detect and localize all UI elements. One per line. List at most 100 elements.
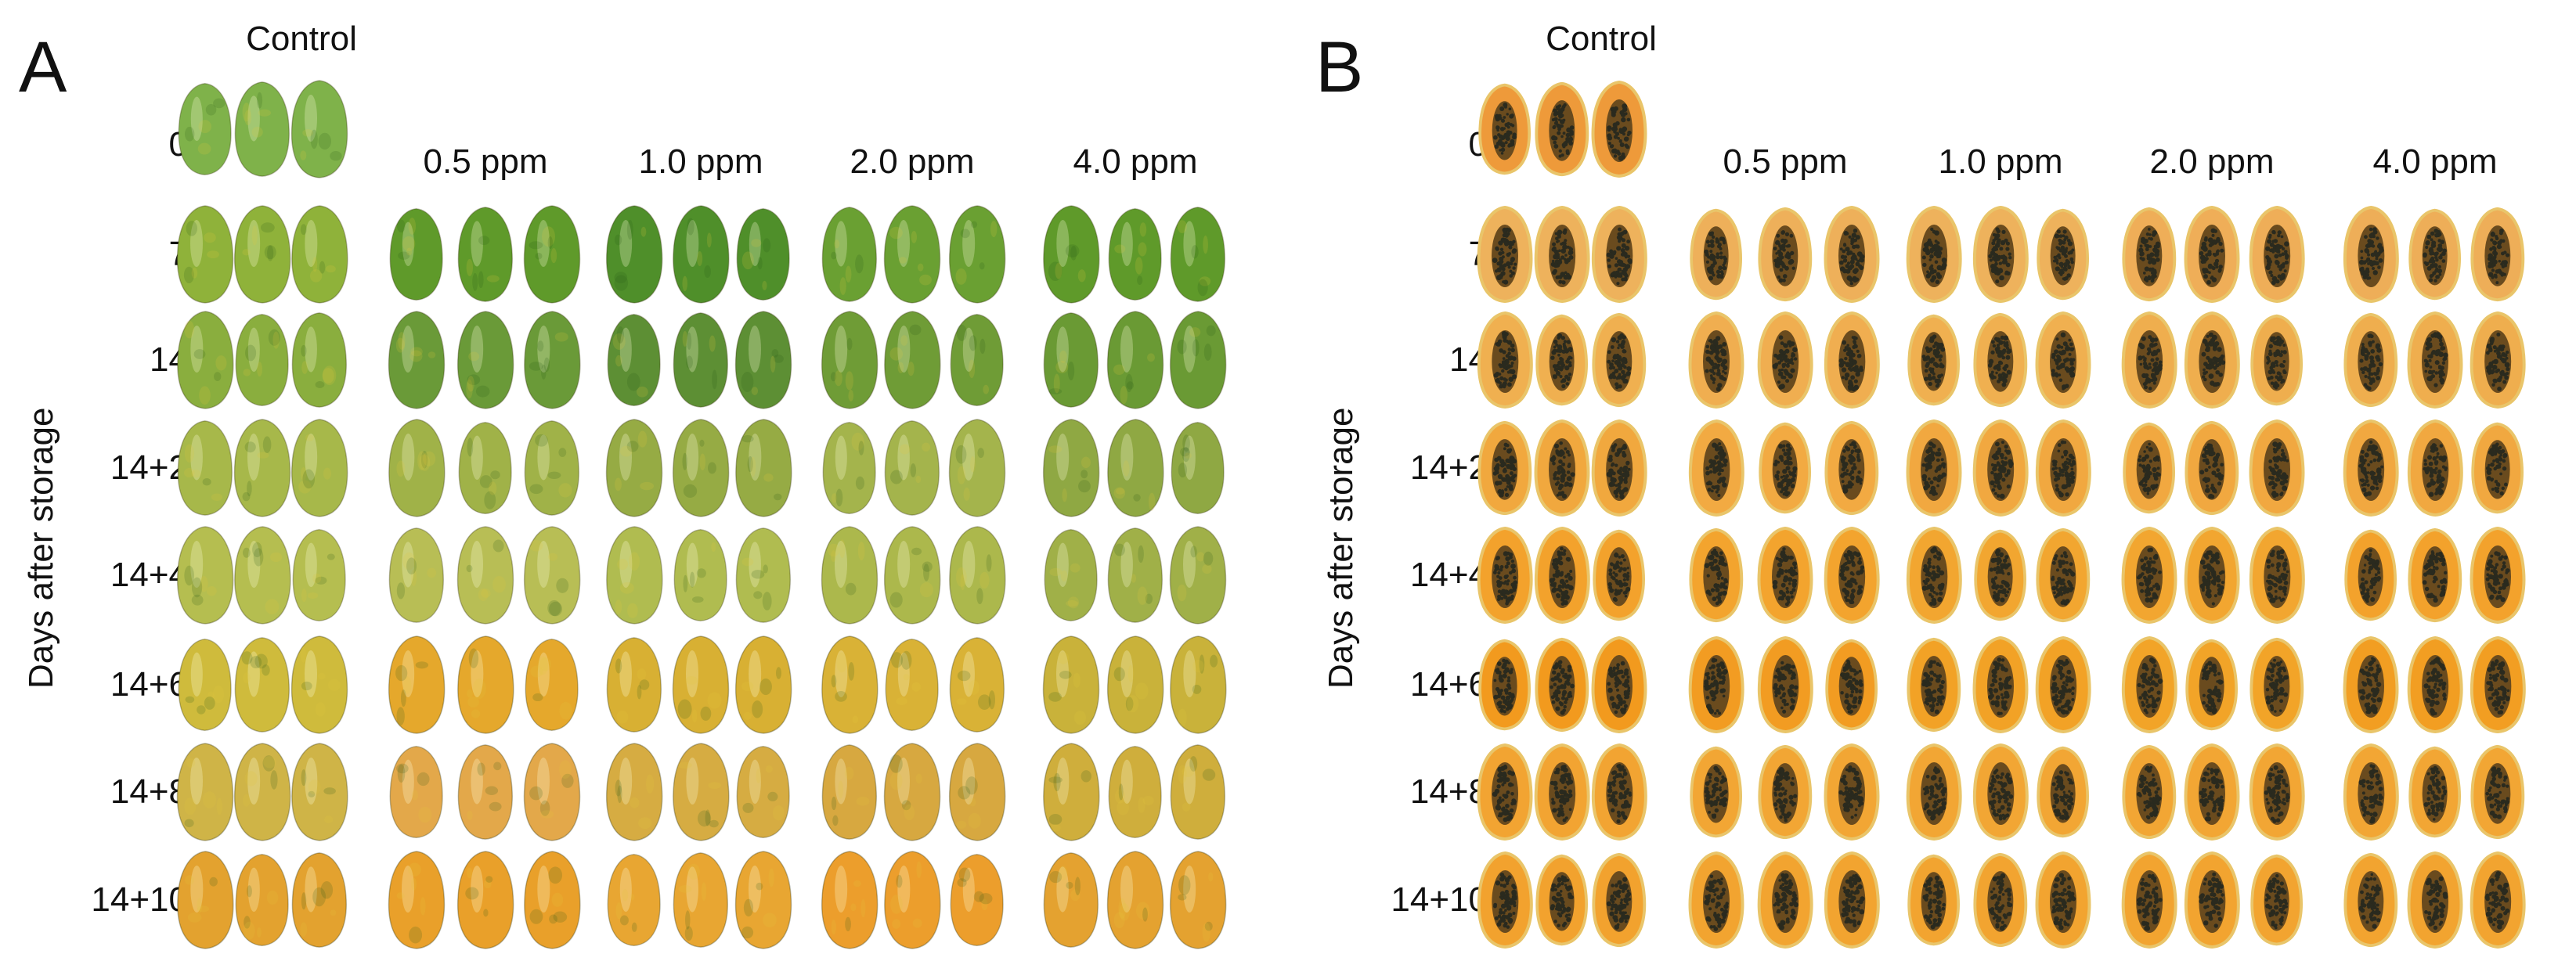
- seed: [2425, 262, 2429, 267]
- seed: [1558, 104, 1562, 108]
- seed: [2205, 488, 2210, 493]
- seed: [1937, 250, 1943, 256]
- seed: [1501, 664, 1506, 669]
- fruit-peel: [736, 746, 791, 838]
- seed: [2372, 227, 2377, 232]
- seed: [1789, 590, 1794, 595]
- seed: [1788, 457, 1791, 461]
- papaya-whole: [1167, 310, 1229, 410]
- seed: [1705, 369, 1709, 373]
- fruit-blotch: [832, 815, 839, 826]
- seed: [2433, 462, 2438, 466]
- seed: [1936, 477, 1942, 483]
- seed: [2053, 259, 2057, 263]
- seed: [1930, 485, 1936, 491]
- fruit-blotch: [185, 696, 195, 704]
- seed: [1566, 476, 1572, 482]
- papaya-halved: [2033, 525, 2093, 625]
- fruit-highlight: [619, 758, 632, 805]
- fruit-blotch: [548, 914, 557, 924]
- fruit-highlight: [304, 220, 317, 267]
- fruit-blotch: [481, 589, 491, 598]
- seed: [1565, 556, 1570, 561]
- seed: [1509, 460, 1514, 466]
- seed: [2371, 260, 2377, 266]
- fruit-peel: [234, 637, 290, 733]
- seed: [1786, 443, 1791, 448]
- fruit-blotch: [614, 234, 622, 246]
- seed: [2279, 245, 2283, 249]
- seed: [2371, 559, 2376, 563]
- seed: [2433, 229, 2439, 233]
- fruit-peel: [290, 635, 348, 734]
- seed: [1611, 112, 1616, 117]
- seed: [1568, 250, 1573, 254]
- seed: [2069, 250, 2074, 255]
- seed: [2061, 473, 2064, 477]
- seed: [2004, 593, 2008, 598]
- fruit-highlight: [619, 651, 633, 697]
- seed: [1719, 448, 1724, 455]
- seed: [1997, 484, 2002, 490]
- seed: [1845, 351, 1851, 357]
- fruit-blotch: [637, 817, 652, 830]
- seed: [2489, 257, 2495, 263]
- seed: [1507, 144, 1512, 148]
- seed: [2501, 585, 2506, 590]
- seed: [2144, 275, 2148, 280]
- seed: [2436, 452, 2440, 455]
- seed: [2216, 468, 2221, 473]
- seed: [2062, 551, 2067, 556]
- seed: [1507, 676, 1511, 680]
- seed: [1611, 337, 1617, 343]
- seed: [2210, 338, 2215, 344]
- seed: [2139, 344, 2145, 350]
- fruit-blotch: [197, 905, 209, 913]
- papaya-halved: [1476, 635, 1533, 735]
- row-label-day: 14+2: [110, 448, 188, 487]
- seed: [1930, 550, 1934, 554]
- seed: [2006, 484, 2011, 489]
- fruit-peel: [1170, 744, 1226, 840]
- seed: [2152, 230, 2158, 236]
- seed: [2364, 375, 2368, 379]
- seed: [1851, 359, 1857, 365]
- seed: [2283, 269, 2287, 273]
- seed: [1510, 123, 1513, 127]
- fruit-blotch: [427, 567, 437, 578]
- seed: [2065, 560, 2069, 564]
- seed: [1553, 364, 1557, 369]
- seed: [2060, 455, 2064, 459]
- fruit-blotch: [637, 386, 649, 398]
- fruit-highlight: [835, 221, 848, 267]
- fruit-blotch: [216, 797, 222, 815]
- seed: [1622, 473, 1625, 477]
- seed: [2501, 486, 2506, 491]
- row-label-day: 14: [1449, 340, 1488, 379]
- seed: [2152, 472, 2156, 476]
- seed: [1927, 272, 1932, 277]
- fruit-highlight: [538, 652, 550, 697]
- fruit-peel: [1043, 312, 1099, 408]
- fruit-peel: [821, 311, 879, 409]
- seed: [1841, 473, 1844, 477]
- seed: [2060, 332, 2066, 338]
- papaya-whole: [290, 310, 349, 410]
- seed: [2140, 558, 2145, 563]
- seed: [2138, 458, 2142, 463]
- seed: [1617, 346, 1620, 350]
- seed: [2437, 247, 2443, 252]
- fruit-peel: [672, 205, 730, 304]
- fruit-blotch: [759, 678, 772, 696]
- fruit-blotch: [204, 696, 216, 710]
- seed: [2492, 569, 2498, 575]
- papaya-whole: [880, 850, 945, 950]
- seed: [2213, 464, 2217, 468]
- seed: [1708, 464, 1713, 469]
- fruit-blotch: [203, 791, 216, 808]
- fruit-blotch: [702, 882, 707, 902]
- fruit-blotch: [536, 340, 543, 352]
- seed: [1859, 254, 1865, 260]
- seed: [2276, 335, 2282, 340]
- seed: [1924, 463, 1928, 467]
